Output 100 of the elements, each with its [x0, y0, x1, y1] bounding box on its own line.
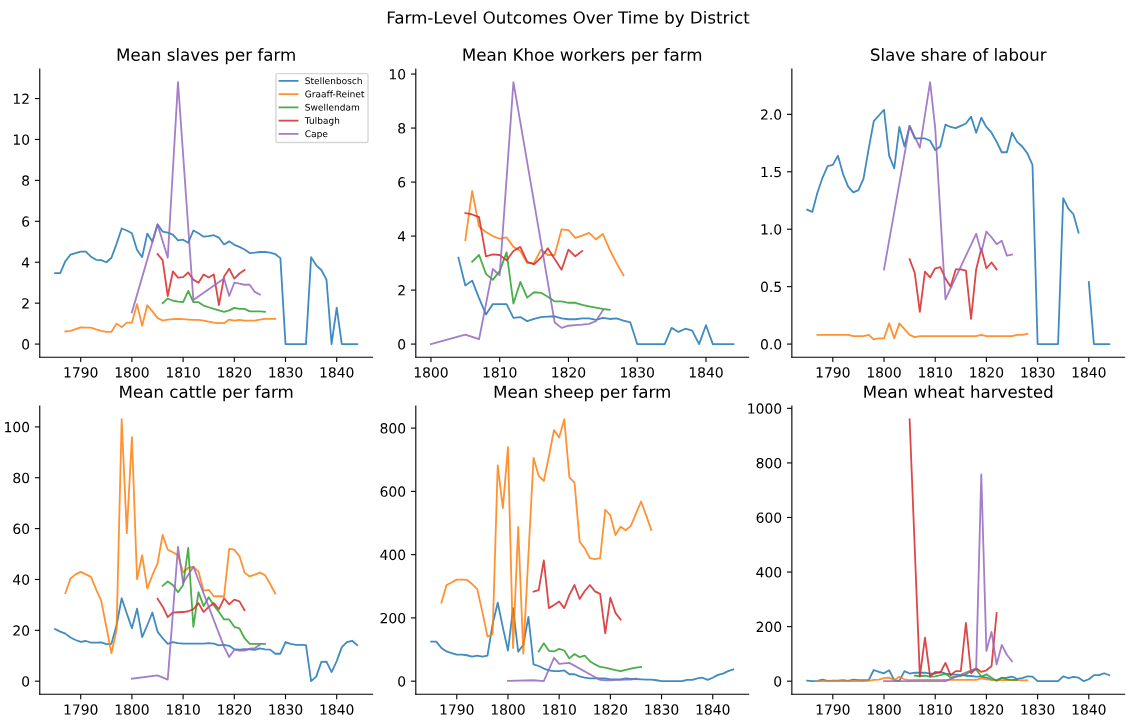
y-tick-label: 2: [22, 298, 29, 309]
x-tick-label: 1830: [1021, 704, 1055, 715]
x-tick-label: 1810: [166, 704, 200, 715]
x-tick-label: 1810: [166, 367, 200, 378]
x-tick-label: 1820: [218, 367, 252, 378]
y-tick-label: 6: [398, 177, 406, 188]
chart-title: Mean slaves per farm: [117, 48, 295, 65]
x-tick-label: 1810: [543, 704, 576, 715]
chart-title: Mean wheat harvested: [864, 385, 1053, 399]
x-tick-label: 1820: [970, 367, 1004, 378]
x-tick-label: 1820: [594, 704, 628, 715]
x-tick-label: 1790: [64, 704, 98, 715]
y-tick-label: 40: [13, 574, 30, 585]
line-series: [131, 546, 261, 681]
x-tick-label: 1840: [689, 367, 723, 378]
y-tick-label: 10: [389, 69, 406, 80]
line-series: [430, 81, 604, 345]
x-tick-label: 1810: [919, 367, 952, 378]
x-tick-label: 1790: [816, 367, 850, 378]
chart-title: Mean cattle per farm: [120, 385, 293, 402]
line-series: [161, 289, 266, 313]
legend-label: Stellenbosch: [305, 77, 362, 85]
x-tick-label: 1830: [269, 704, 303, 715]
y-tick-label: 20: [13, 625, 30, 636]
legend-label: Swellendam: [305, 103, 360, 111]
x-tick-label: 1810: [919, 704, 952, 715]
y-tick-label: 800: [756, 457, 782, 469]
x-tick-label: 1830: [645, 704, 679, 715]
x-tick-label: 1800: [867, 704, 901, 715]
y-tick-label: 6: [22, 216, 30, 227]
line-series: [54, 597, 359, 683]
y-tick-label: 1.0: [761, 224, 782, 235]
line-series: [161, 547, 266, 645]
y-tick-label: 1000: [748, 403, 782, 414]
x-tick-label: 1800: [414, 367, 448, 378]
text: Farm-Level Outcomes Over Time by District: [387, 10, 750, 28]
x-tick-label: 1840: [320, 704, 354, 715]
line-series: [64, 418, 277, 655]
y-tick-label: 60: [13, 523, 30, 535]
y-tick-label: 0: [22, 339, 30, 350]
x-tick-label: 1820: [552, 367, 586, 378]
y-tick-label: 12: [13, 93, 29, 104]
x-tick-label: 1810: [483, 367, 517, 378]
line-series: [908, 418, 998, 678]
y-tick-label: 4: [397, 231, 406, 242]
x-tick-label: 1830: [269, 367, 303, 378]
x-tick-label: 1800: [115, 704, 149, 715]
line-series: [816, 322, 1029, 341]
line-series: [54, 223, 359, 345]
legend-label: Graaff-Reinet: [305, 90, 365, 98]
y-tick-label: 600: [380, 486, 406, 497]
line-series: [806, 669, 1111, 683]
line-series: [156, 253, 246, 307]
y-tick-label: 0: [774, 676, 782, 687]
line-series: [464, 212, 584, 271]
y-tick-label: 2.0: [761, 109, 782, 120]
y-tick-label: 80: [13, 472, 30, 484]
line-series: [156, 597, 246, 619]
x-tick-label: 1820: [218, 704, 252, 715]
y-tick-label: 600: [756, 512, 782, 523]
line-series: [471, 251, 611, 311]
y-tick-label: 2: [398, 285, 405, 296]
y-tick-label: 10: [13, 134, 30, 145]
x-tick-label: 1800: [867, 367, 901, 378]
x-tick-label: 1840: [320, 367, 354, 378]
y-tick-label: 800: [380, 423, 406, 434]
line-series: [440, 418, 653, 655]
x-tick-label: 1830: [621, 367, 654, 378]
y-tick-label: 400: [380, 549, 406, 561]
x-tick-label: 1800: [491, 704, 525, 715]
y-tick-label: 200: [756, 621, 782, 633]
y-tick-label: 200: [380, 612, 406, 624]
line-series: [131, 81, 261, 314]
line-series: [913, 668, 1019, 682]
x-tick-label: 1840: [1072, 367, 1106, 378]
line-series: [430, 601, 735, 683]
legend-label: Cape: [305, 130, 328, 139]
y-tick-label: 8: [22, 175, 30, 186]
x-tick-label: 1790: [64, 367, 98, 378]
chart-title: Mean Khoe workers per farm: [463, 48, 702, 65]
line-series: [537, 642, 642, 672]
y-tick-label: 8: [398, 123, 406, 134]
line-series: [507, 656, 637, 683]
x-tick-label: 1820: [970, 704, 1004, 715]
legend-label: Tulbagh: [304, 116, 340, 126]
y-tick-label: 0: [22, 676, 30, 687]
x-tick-label: 1840: [696, 704, 730, 715]
x-tick-label: 1790: [816, 704, 850, 715]
line-series: [457, 256, 735, 345]
line-series: [64, 303, 277, 333]
line-series: [883, 81, 1013, 301]
y-tick-label: 0.0: [760, 339, 782, 350]
y-tick-label: 0: [398, 339, 406, 350]
x-tick-label: 1840: [1072, 704, 1106, 715]
y-tick-label: 400: [756, 567, 782, 578]
y-tick-label: 100: [5, 421, 30, 433]
y-tick-label: 4: [21, 257, 30, 268]
y-tick-label: 0: [398, 676, 406, 687]
line-series: [464, 190, 625, 277]
x-tick-label: 1830: [1021, 367, 1055, 378]
